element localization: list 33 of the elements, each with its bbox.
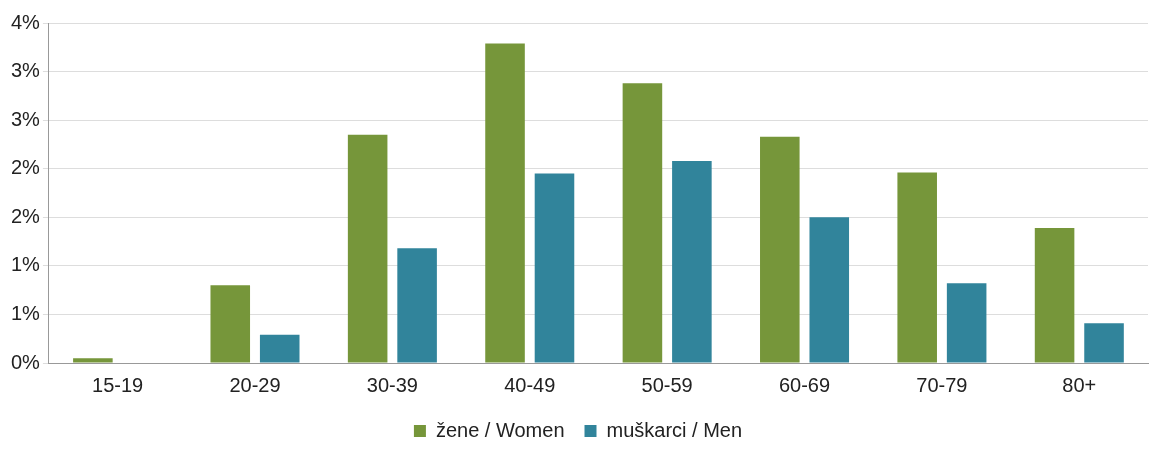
legend-label: muškarci / Men — [606, 418, 743, 441]
x-tick-label: 70-79 — [916, 373, 968, 396]
bar — [210, 285, 251, 363]
y-tick-label: 2% — [11, 204, 41, 227]
x-tick-label: 15-19 — [92, 373, 144, 396]
legend-label: žene / Women — [435, 418, 565, 441]
y-tick-label: 3% — [11, 107, 41, 130]
y-tick-label: 0% — [11, 350, 41, 373]
bar — [897, 172, 937, 363]
bar — [73, 358, 113, 363]
bar — [259, 334, 300, 363]
bar — [485, 43, 525, 363]
bar — [809, 217, 850, 363]
bar — [1084, 323, 1124, 363]
bar — [1034, 227, 1075, 363]
bar — [946, 283, 987, 363]
y-tick-label: 4% — [11, 10, 41, 33]
bar — [534, 173, 575, 363]
y-tick-label: 1% — [11, 253, 41, 276]
x-tick-label: 60-69 — [778, 373, 831, 396]
x-tick-label: 50-59 — [641, 373, 693, 396]
x-tick-label: 80+ — [1062, 373, 1097, 396]
x-tick-label: 20-29 — [229, 373, 281, 396]
bar — [397, 248, 437, 363]
y-tick-label: 3% — [11, 59, 41, 82]
x-tick-label: 40-49 — [504, 373, 556, 396]
y-tick-label: 1% — [11, 301, 41, 324]
bar — [347, 134, 388, 363]
bar — [672, 160, 712, 363]
x-tick-label: 30-39 — [366, 373, 418, 396]
bar — [622, 83, 663, 363]
y-tick-label: 2% — [11, 156, 41, 179]
bar — [760, 136, 800, 363]
